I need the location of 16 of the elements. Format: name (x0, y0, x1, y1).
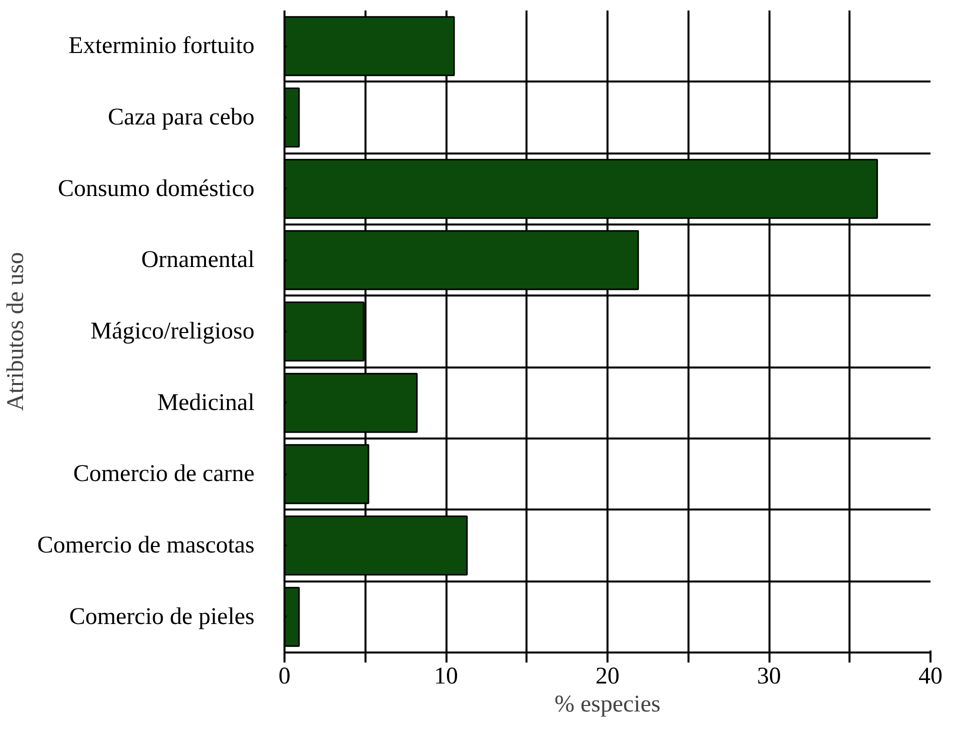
y-tick-label: Medicinal (157, 390, 255, 416)
y-tick-label: Consumo doméstico (58, 176, 255, 202)
y-tick-label: Comercio de carne (73, 461, 255, 488)
x-axis-title: % especies (554, 692, 660, 718)
y-tick-label: Caza para cebo (108, 104, 255, 130)
x-tick-label: 40 (918, 664, 942, 690)
y-tick-label: Exterminio fortuito (68, 33, 255, 60)
x-tick-label: 10 (434, 664, 458, 690)
x-tick-label: 20 (596, 664, 620, 690)
y-tick-label: Comercio de mascotas (37, 532, 254, 558)
x-tick-label: 30 (757, 664, 781, 690)
y-axis-title: Atributos de uso (3, 252, 30, 411)
y-tick-label: Ornamental (141, 247, 255, 274)
y-tick-label: Mágico/religioso (90, 318, 254, 344)
x-tick-label: 0 (278, 664, 290, 690)
y-tick-label: Comercio de pieles (69, 604, 255, 630)
